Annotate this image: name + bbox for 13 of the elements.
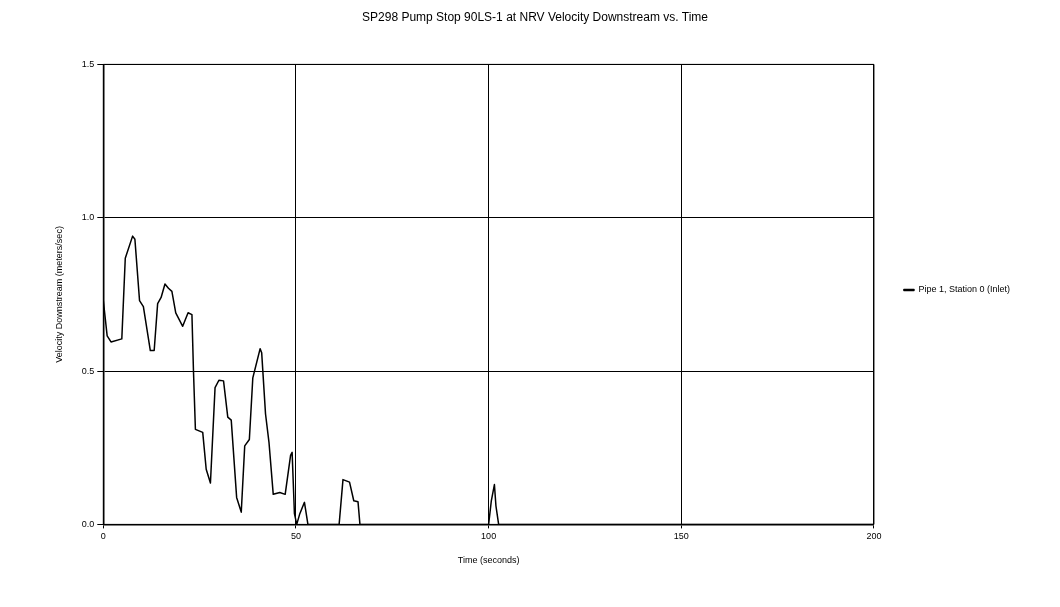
y-tick-label: 1.0 — [81, 212, 95, 223]
x-tick-label: 200 — [866, 531, 882, 542]
x-tick-label: 150 — [673, 531, 689, 542]
y-tick-label: 0.5 — [81, 365, 95, 376]
y-tick-label: 0.0 — [81, 518, 95, 529]
x-tick-label: 50 — [290, 531, 301, 542]
y-axis-title: Velocity Downstream (meters/sec) — [53, 226, 64, 363]
x-tick-label: 100 — [481, 531, 497, 542]
legend-label: Pipe 1, Station 0 (Inlet) — [918, 284, 1011, 295]
chart-title: SP298 Pump Stop 90LS-1 at NRV Velocity Downstream vs. Time — [362, 9, 709, 24]
x-tick-label: 0 — [100, 531, 106, 542]
y-tick-label: 1.5 — [81, 58, 95, 69]
x-axis-title: Time (seconds) — [457, 555, 520, 566]
